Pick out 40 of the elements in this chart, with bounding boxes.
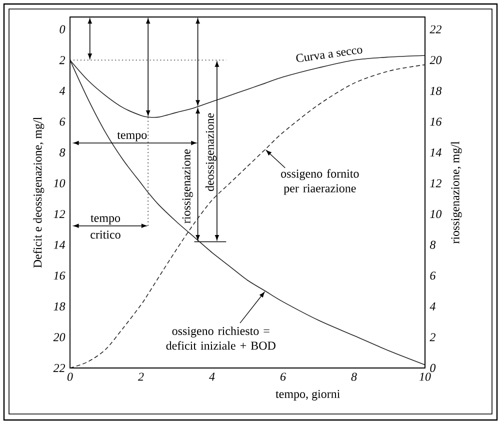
- y2-axis-title: riossigenazione, mg/l: [450, 141, 462, 244]
- y-tick-label: 4: [59, 86, 66, 95]
- text: ossigeno fornito per riaerazione: [281, 169, 359, 195]
- annotation: tempo: [117, 132, 147, 142]
- y2-tick-label: 16: [430, 118, 442, 126]
- y-tick-label: 16: [54, 272, 66, 280]
- y-tick-label: 12: [54, 210, 66, 218]
- text: Curva a secco: [296, 48, 362, 62]
- y-tick-label: 6: [60, 118, 66, 126]
- y2-tick-label: 6: [430, 272, 436, 280]
- y-axis-title: Deficit e deossigenazione, mg/l: [33, 117, 44, 268]
- y2-tick-label: 12: [430, 179, 442, 188]
- annotation: deossigenazione: [205, 113, 216, 192]
- x-tick-label: 6: [280, 372, 286, 381]
- y2-tick-label: 2: [430, 333, 436, 342]
- text: ossigeno richiesto = deficit iniziale + BOD: [166, 326, 276, 350]
- y-tick-label: 20: [53, 333, 66, 342]
- x-tick-label: 4: [209, 372, 215, 381]
- x-tick-label: 0: [67, 372, 73, 381]
- x-axis-title: tempo, giorni: [276, 390, 340, 400]
- y-tick-label: 14: [54, 240, 66, 249]
- y2-tick-label: 0: [430, 364, 436, 372]
- y2-tick-label: 8: [430, 240, 436, 249]
- y-tick-label: 22: [53, 364, 66, 372]
- y2-tick-label: 10: [430, 210, 442, 218]
- y-tick-label: 8: [60, 148, 66, 157]
- y-tick-label: 0: [60, 25, 66, 34]
- y2-tick-label: 22: [430, 25, 442, 34]
- annotation: riossigenazione: [182, 149, 193, 224]
- y-tick-label: 2: [59, 56, 66, 64]
- y2-tick-label: 14: [430, 148, 442, 156]
- y2-tick-label: 20: [430, 56, 442, 64]
- x-tick-label: 10: [419, 372, 431, 381]
- y-tick-label: 10: [54, 179, 66, 188]
- y2-tick-label: 18: [430, 86, 442, 95]
- y2-tick-label: 4: [430, 302, 436, 310]
- annotation: tempo critico: [90, 215, 120, 239]
- y-tick-label: 18: [54, 302, 66, 310]
- x-tick-label: 8: [351, 372, 357, 381]
- x-tick-label: 2: [138, 372, 144, 381]
